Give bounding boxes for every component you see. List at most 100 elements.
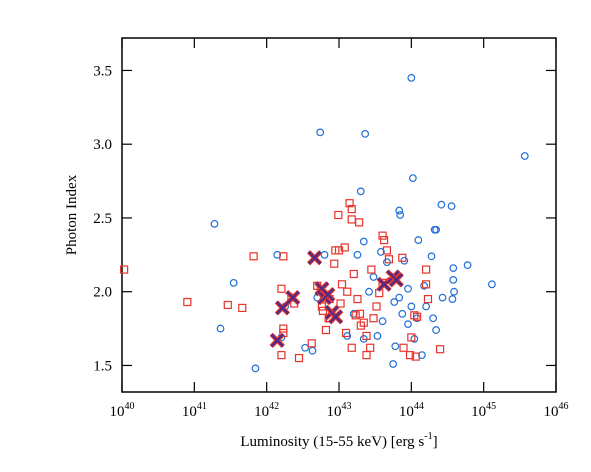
point: [320, 250, 329, 259]
point: [407, 333, 416, 342]
x-tick-label: 1043​: [327, 401, 352, 420]
y-axis-label: Photon Index: [64, 174, 80, 255]
point: [389, 360, 398, 368]
point: [438, 293, 447, 302]
point: [449, 276, 458, 284]
point: [432, 326, 441, 334]
point: [448, 295, 457, 303]
point-core: [307, 250, 322, 265]
point: [463, 261, 472, 270]
point: [405, 351, 415, 360]
point: [343, 287, 352, 296]
point: [249, 252, 258, 261]
plot-frame: [121, 37, 557, 393]
point: [410, 311, 419, 320]
point: [238, 303, 247, 313]
point: [395, 206, 404, 215]
point: [412, 312, 422, 321]
x-tick-label: 1046​: [544, 401, 569, 420]
point: [379, 235, 389, 245]
point: [320, 287, 336, 303]
point: [404, 284, 412, 293]
point: [399, 343, 408, 352]
point: [437, 200, 446, 209]
point: [362, 351, 371, 360]
point: [356, 187, 365, 196]
y-tick-label: 3.0: [93, 137, 112, 153]
point: [269, 332, 285, 348]
point: [359, 237, 368, 246]
point: [316, 128, 325, 137]
point: [341, 328, 351, 338]
point: [427, 252, 436, 261]
point: [216, 324, 225, 333]
point: [273, 250, 282, 259]
point: [404, 320, 412, 329]
point: [369, 273, 378, 281]
point: [388, 272, 404, 288]
point: [277, 284, 286, 293]
point: [408, 174, 417, 183]
point: [432, 225, 441, 234]
point: [318, 306, 328, 315]
point: [334, 210, 343, 220]
y-tick-label: 2.0: [93, 285, 112, 301]
point: [285, 290, 301, 306]
x-tick-label: 1044​: [399, 401, 424, 420]
x-tick-label: 1045​: [471, 401, 496, 420]
x-axis-label: Luminosity (15-55 keV) [erg s-1​]: [240, 431, 437, 450]
point: [307, 339, 316, 348]
point: [345, 199, 354, 208]
point: [373, 332, 382, 340]
point: [277, 351, 286, 360]
point-core: [321, 287, 335, 302]
point: [384, 255, 394, 264]
point: [390, 298, 399, 306]
point: [407, 302, 416, 311]
point: [396, 211, 405, 219]
point: [294, 353, 304, 363]
x-tick-label: 1042​: [254, 401, 279, 420]
point: [274, 300, 290, 316]
point: [229, 278, 238, 287]
point: [330, 259, 339, 268]
point: [367, 265, 376, 274]
point: [301, 343, 310, 352]
point: [210, 219, 219, 228]
point: [349, 269, 358, 279]
point-core: [328, 309, 343, 324]
point: [447, 202, 456, 211]
point-core: [275, 301, 290, 315]
point: [353, 294, 362, 304]
point: [420, 281, 428, 290]
point: [423, 294, 433, 304]
point-core: [389, 273, 404, 287]
point: [356, 321, 365, 330]
point: [307, 250, 323, 266]
point: [366, 343, 375, 352]
point: [365, 287, 373, 296]
point: [340, 243, 349, 252]
x-tick-label: 1041​: [182, 401, 207, 420]
point: [449, 264, 458, 273]
point: [422, 302, 430, 311]
point: [251, 364, 260, 373]
point: [407, 73, 416, 82]
point: [337, 280, 347, 289]
point: [351, 311, 360, 320]
point: [355, 309, 365, 318]
point: [398, 309, 407, 318]
point: [347, 215, 356, 224]
point: [421, 280, 431, 289]
y-tick-label: 1.5: [93, 358, 112, 374]
point-core: [286, 290, 300, 305]
point: [347, 343, 356, 352]
point: [378, 317, 387, 326]
point: [279, 252, 288, 261]
point: [414, 236, 423, 244]
y-tick-label: 3.5: [93, 63, 112, 79]
point: [347, 205, 356, 214]
point: [328, 309, 344, 325]
point: [421, 265, 431, 274]
